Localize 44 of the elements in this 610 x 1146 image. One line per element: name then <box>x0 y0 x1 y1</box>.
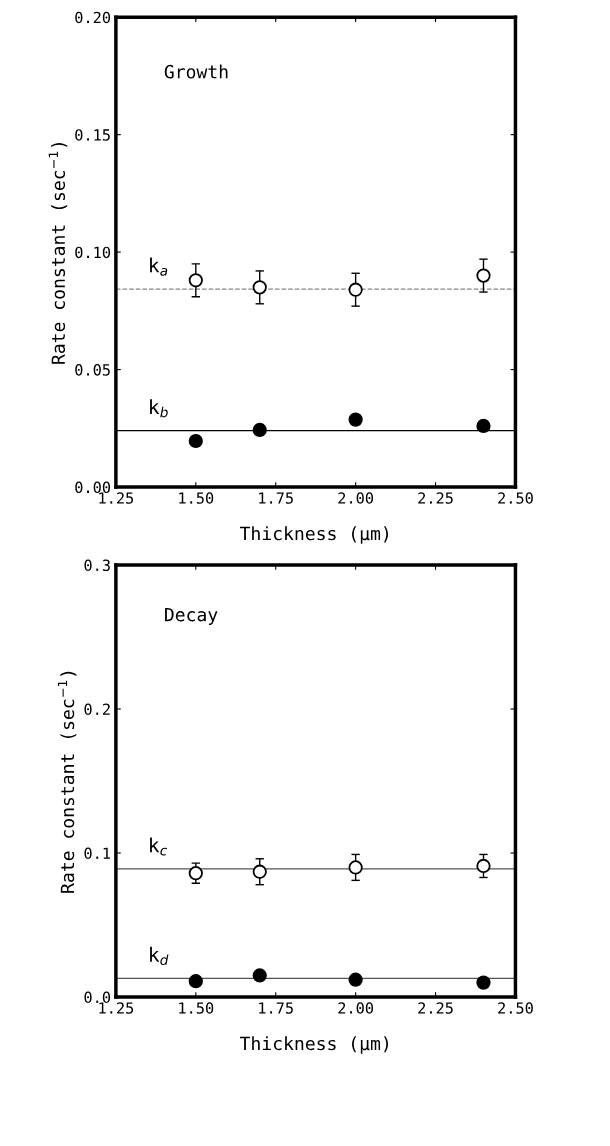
x-axis-title: Thickness (μm) <box>240 526 389 544</box>
y-tick-label: 0.15 <box>75 129 110 141</box>
x-tick-label: 2.00 <box>338 1002 374 1014</box>
point <box>348 972 363 987</box>
y-tick-label: 0.2 <box>84 703 110 716</box>
x-tick-label: 1.75 <box>259 492 293 504</box>
y-tick-label: 0.20 <box>75 11 111 24</box>
x-tick-label: 1.75 <box>259 1002 293 1014</box>
point <box>476 858 491 874</box>
point <box>348 860 363 875</box>
x-tick-label: 2.25 <box>418 492 453 504</box>
annotation: k$_{c}$ <box>150 837 168 856</box>
x-tick-label: 1.50 <box>179 492 214 504</box>
x-tick-label: 1.25 <box>99 492 134 504</box>
x-tick-label: 1.25 <box>99 1002 134 1014</box>
point <box>252 968 267 983</box>
annotation: k$_{a}$ <box>150 257 168 276</box>
y-tick-label: 0.0 <box>84 991 111 1004</box>
x-tick-label: 2.50 <box>498 1002 533 1014</box>
y-tick-label: 0.1 <box>84 847 110 860</box>
annotation: k$_{d}$ <box>150 946 169 966</box>
point <box>348 412 363 427</box>
point <box>476 268 491 283</box>
annotation: k$_{b}$ <box>150 399 168 418</box>
point <box>188 866 203 881</box>
y-tick-label: 0.3 <box>84 559 110 572</box>
x-axis-title: Thickness (μm) <box>240 1036 389 1054</box>
y-axis-title: Rate constant (sec$^{−1}$) <box>57 671 77 893</box>
point <box>188 974 203 989</box>
y-tick-label: 0.05 <box>75 364 110 376</box>
x-tick-label: 1.50 <box>179 1002 214 1014</box>
x-tick-label: 2.50 <box>498 492 533 504</box>
y-axis-title: Rate constant (sec$^{−1}$) <box>48 142 68 364</box>
point <box>252 280 267 295</box>
point <box>348 282 363 297</box>
x-tick-label: 2.25 <box>418 1002 453 1014</box>
y-tick-label: 0.00 <box>75 481 111 494</box>
x-tick-label: 2.00 <box>338 492 374 504</box>
point <box>476 975 491 990</box>
y-tick-label: 0.10 <box>75 246 111 259</box>
annotation: Decay <box>165 607 218 625</box>
point <box>188 273 203 288</box>
annotation: Growth <box>164 64 228 79</box>
point <box>252 864 267 879</box>
